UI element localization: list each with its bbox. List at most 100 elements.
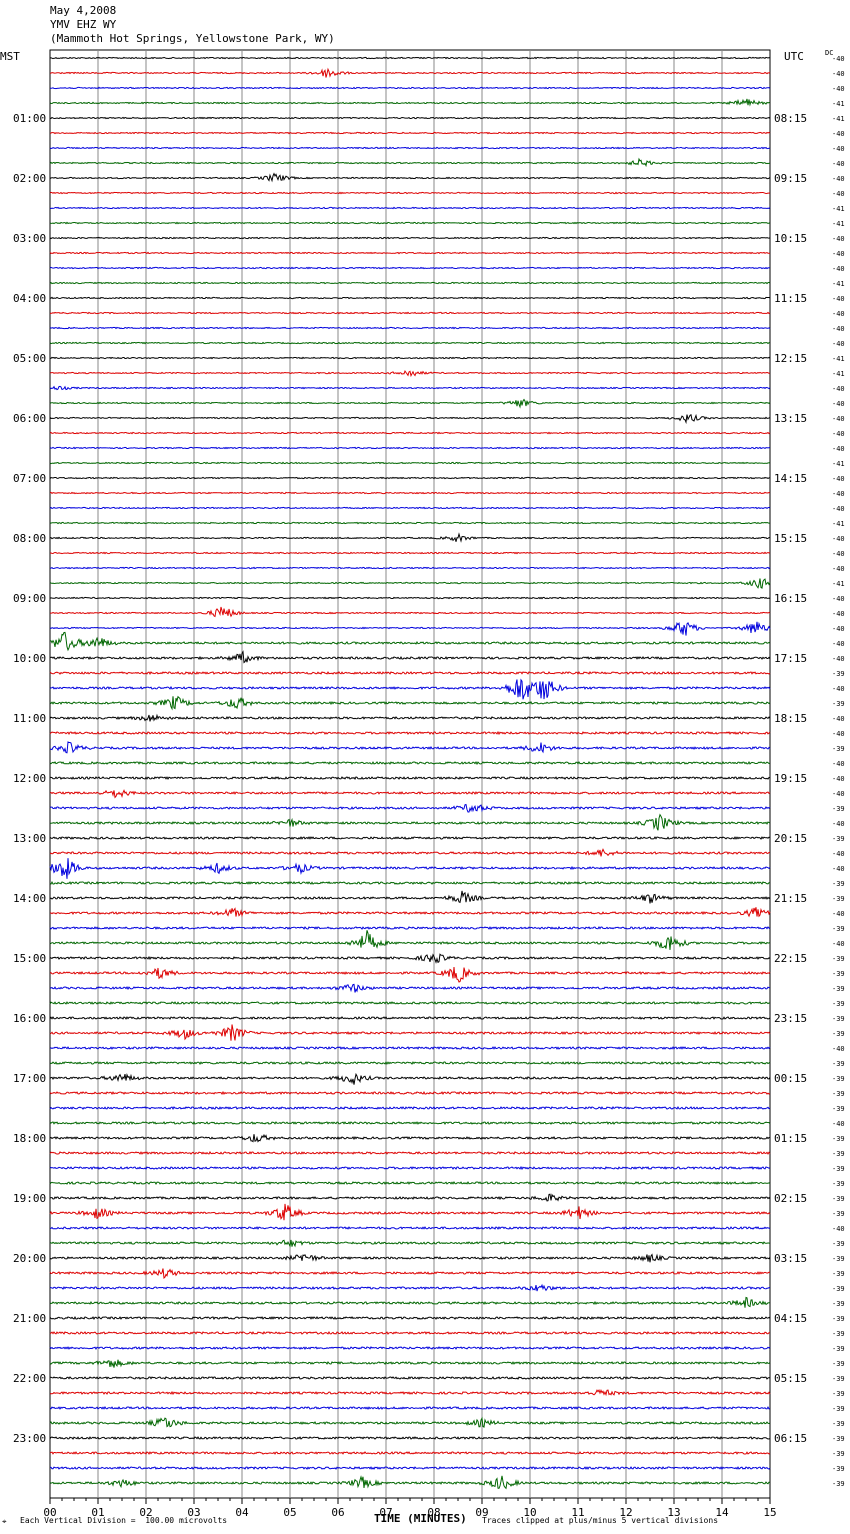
- x-tick-label: 10: [523, 1506, 536, 1519]
- dc-offset-label: -40: [832, 145, 845, 153]
- dc-offset-label: -40: [832, 910, 845, 918]
- seismic-trace: [49, 813, 771, 831]
- seismic-trace: [49, 596, 771, 600]
- left-hour-label: 21:00: [13, 1312, 46, 1325]
- dc-offset-label: -39: [832, 1375, 845, 1383]
- right-hour-label: 09:15: [774, 172, 807, 185]
- dc-offset-label: -40: [832, 250, 845, 258]
- seismic-trace: [49, 741, 771, 754]
- dc-offset-label: -40: [832, 385, 845, 393]
- left-hour-label: 19:00: [13, 1192, 46, 1205]
- seismic-trace: [49, 1316, 771, 1321]
- left-hour-label: 06:00: [13, 412, 46, 425]
- left-hour-label: 14:00: [13, 892, 46, 905]
- seismic-trace: [49, 1406, 771, 1411]
- x-tick-label: 05: [283, 1506, 296, 1519]
- dc-offset-label: -40: [832, 535, 845, 543]
- seismic-trace: [49, 67, 771, 78]
- dc-offset-label: -40: [832, 550, 845, 558]
- seismic-trace: [50, 1226, 771, 1230]
- seismic-trace: [49, 678, 771, 700]
- dc-offset-label: -39: [832, 1405, 845, 1413]
- seismic-trace: [49, 1090, 771, 1096]
- seismic-trace: [49, 431, 771, 435]
- seismic-trace: [49, 1046, 771, 1050]
- seismic-trace: [49, 461, 771, 465]
- seismic-trace: [49, 341, 771, 345]
- seismic-trace: [50, 907, 771, 918]
- seismic-trace: [49, 578, 771, 589]
- seismic-trace: [49, 385, 771, 391]
- right-hour-label: 12:15: [774, 352, 807, 365]
- seismic-trace: [49, 967, 771, 983]
- left-hour-label: 08:00: [13, 532, 46, 545]
- left-hour-label: 23:00: [13, 1432, 46, 1445]
- seismic-trace: [49, 532, 770, 543]
- dc-offset-label: -39: [832, 1390, 845, 1398]
- dc-offset-label: -39: [832, 1285, 845, 1293]
- seismic-trace: [49, 98, 771, 107]
- dc-offset-label: -40: [832, 490, 845, 498]
- right-timezone-label: UTC: [784, 50, 804, 63]
- x-tick-label: 15: [763, 1506, 776, 1519]
- dc-offset-label: -40: [832, 415, 845, 423]
- dc-offset-label: -39: [832, 1300, 845, 1308]
- dc-offset-label: -40: [832, 430, 845, 438]
- seismic-trace: [49, 1416, 771, 1428]
- right-hour-label: 03:15: [774, 1252, 807, 1265]
- dc-offset-label: -40: [832, 640, 845, 648]
- left-hour-label: 20:00: [13, 1252, 46, 1265]
- dc-offset-label: -40: [832, 775, 845, 783]
- seismic-trace: [49, 236, 771, 240]
- dc-offset-label: -39: [832, 700, 845, 708]
- dc-offset-label: -40: [832, 610, 845, 618]
- right-hour-label: 10:15: [774, 232, 807, 245]
- station-location: (Mammoth Hot Springs, Yellowstone Park, …: [50, 32, 335, 45]
- dc-offset-label: -39: [832, 1030, 845, 1038]
- right-hour-label: 19:15: [774, 772, 807, 785]
- dc-offset-label: -39: [832, 895, 845, 903]
- x-axis-title: TIME (MINUTES): [374, 1512, 467, 1525]
- seismic-trace: [49, 650, 771, 664]
- left-hour-label: 15:00: [13, 952, 46, 965]
- seismic-trace: [49, 803, 771, 813]
- right-hour-label: 15:15: [774, 532, 807, 545]
- footer-mark-icon: ⌖: [2, 1517, 7, 1526]
- right-hour-label: 23:15: [774, 1012, 807, 1025]
- seismic-trace: [49, 760, 771, 766]
- dc-offset-label: -40: [832, 1045, 845, 1053]
- dc-offset-label: -40: [832, 85, 845, 93]
- seismic-trace: [49, 1120, 771, 1126]
- right-hour-label: 05:15: [774, 1372, 807, 1385]
- seismic-trace: [49, 326, 771, 330]
- seismic-trace: [49, 446, 771, 450]
- dc-offset-label: -41: [832, 205, 845, 213]
- dc-offset-label: -41: [832, 520, 845, 528]
- x-tick-label: 02: [139, 1506, 152, 1519]
- dc-offset-label: -41: [832, 115, 845, 123]
- right-hour-label: 20:15: [774, 832, 807, 845]
- left-hour-label: 05:00: [13, 352, 46, 365]
- seismic-trace: [49, 1203, 771, 1221]
- seismic-trace: [49, 1239, 770, 1248]
- dc-offset-label: -39: [832, 1420, 845, 1428]
- left-hour-label: 02:00: [13, 172, 46, 185]
- seismic-trace: [50, 86, 771, 90]
- seismic-trace: [49, 1193, 771, 1202]
- seismic-trace: [50, 606, 771, 618]
- seismic-trace: [49, 890, 771, 904]
- seismic-trace: [50, 1376, 771, 1380]
- right-hour-label: 16:15: [774, 592, 807, 605]
- seismic-trace: [50, 551, 771, 555]
- dc-offset-label: -40: [832, 820, 845, 828]
- dc-offset-label: -39: [832, 1135, 845, 1143]
- right-hour-label: 11:15: [774, 292, 807, 305]
- right-hour-label: 06:15: [774, 1432, 807, 1445]
- left-hour-label: 04:00: [13, 292, 46, 305]
- dc-offset-label: -40: [832, 595, 845, 603]
- seismic-trace: [49, 266, 771, 270]
- left-hour-label: 12:00: [13, 772, 46, 785]
- dc-offset-label: -39: [832, 1180, 845, 1188]
- seismic-trace: [49, 146, 771, 150]
